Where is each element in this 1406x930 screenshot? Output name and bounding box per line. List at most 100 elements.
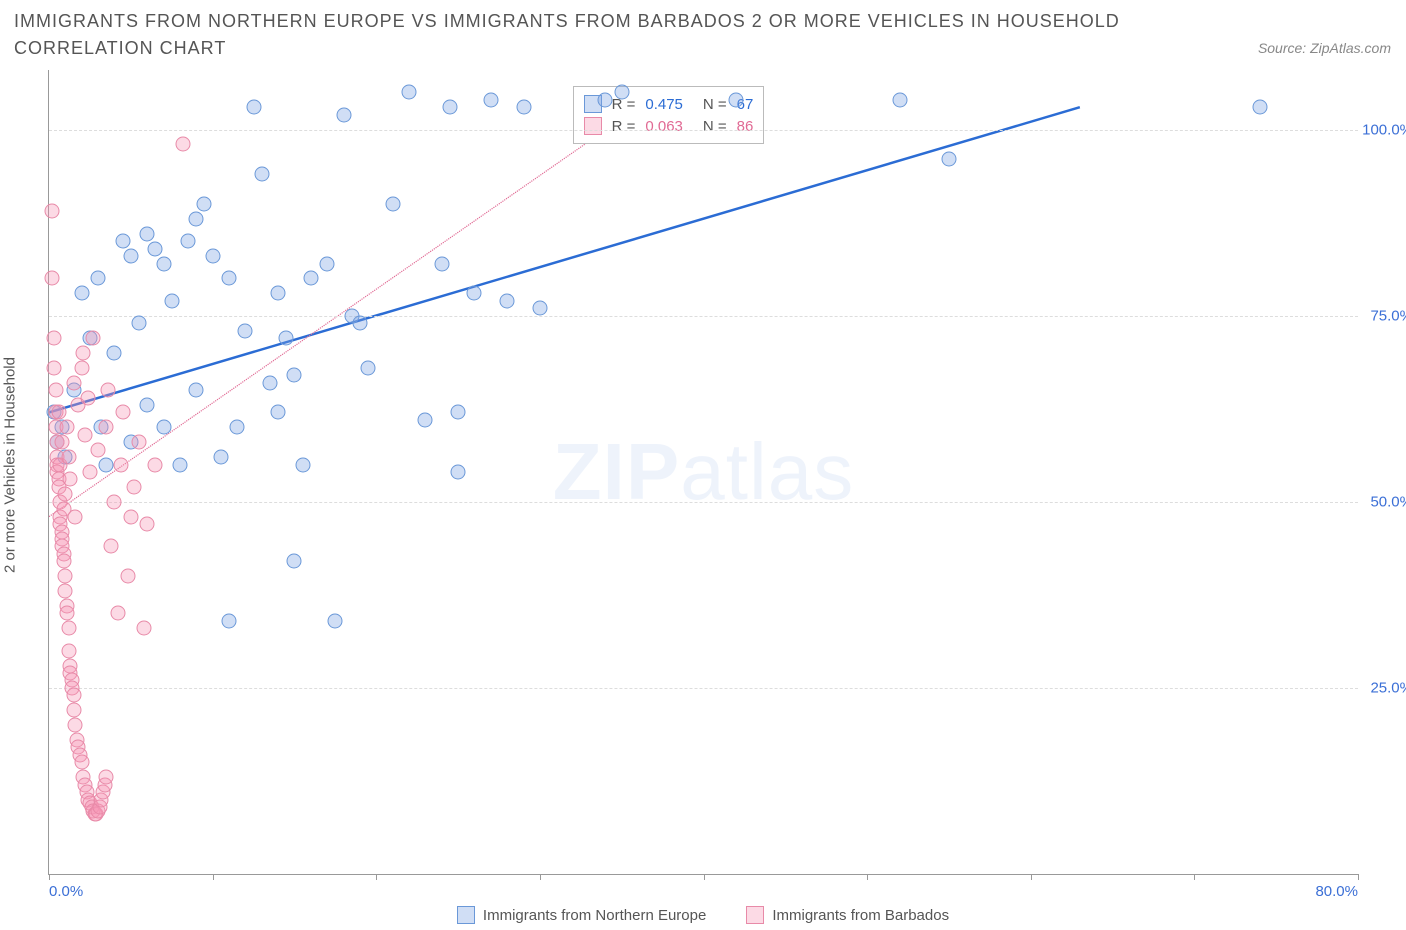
scatter-point — [729, 92, 744, 107]
scatter-point — [66, 375, 81, 390]
scatter-point — [516, 100, 531, 115]
gridline — [49, 502, 1358, 503]
y-axis-label: 2 or more Vehicles in Household — [2, 357, 19, 573]
x-tick — [1031, 874, 1032, 880]
scatter-point — [176, 137, 191, 152]
chart-container: IMMIGRANTS FROM NORTHERN EUROPE VS IMMIG… — [0, 0, 1406, 930]
scatter-point — [58, 584, 73, 599]
scatter-point — [82, 465, 97, 480]
scatter-point — [320, 256, 335, 271]
y-tick-label: 50.0% — [1370, 493, 1406, 510]
scatter-point — [140, 517, 155, 532]
legend-swatch — [584, 117, 602, 135]
scatter-point — [99, 770, 114, 785]
watermark: ZIPatlas — [553, 426, 854, 518]
scatter-point — [45, 271, 60, 286]
scatter-point — [68, 718, 83, 733]
gridline — [49, 688, 1358, 689]
scatter-point — [262, 375, 277, 390]
y-tick-label: 75.0% — [1370, 307, 1406, 324]
plot-area: ZIPatlas R = 0.475N = 67R = 0.063N = 86 … — [48, 70, 1358, 875]
scatter-point — [107, 494, 122, 509]
scatter-point — [361, 360, 376, 375]
chart-title: IMMIGRANTS FROM NORTHERN EUROPE VS IMMIG… — [14, 8, 1206, 62]
scatter-point — [107, 345, 122, 360]
scatter-point — [500, 293, 515, 308]
scatter-point — [328, 613, 343, 628]
scatter-point — [221, 271, 236, 286]
trend-lines — [49, 70, 1358, 874]
scatter-point — [74, 755, 89, 770]
scatter-point — [131, 435, 146, 450]
scatter-point — [68, 509, 83, 524]
scatter-point — [271, 405, 286, 420]
scatter-point — [205, 249, 220, 264]
scatter-point — [434, 256, 449, 271]
scatter-point — [127, 479, 142, 494]
scatter-point — [115, 405, 130, 420]
scatter-point — [181, 234, 196, 249]
stat-r-value: 0.475 — [645, 96, 683, 113]
scatter-point — [74, 360, 89, 375]
x-tick — [1358, 874, 1359, 880]
scatter-point — [140, 226, 155, 241]
scatter-point — [418, 412, 433, 427]
trend-line — [49, 107, 638, 516]
scatter-point — [451, 405, 466, 420]
scatter-point — [115, 234, 130, 249]
scatter-point — [156, 420, 171, 435]
x-tick — [376, 874, 377, 880]
stat-r-label: R = — [612, 118, 636, 135]
stats-row: R = 0.063N = 86 — [584, 115, 754, 137]
x-tick — [49, 874, 50, 880]
scatter-point — [59, 420, 74, 435]
legend-label: Immigrants from Barbados — [772, 907, 949, 924]
trend-line — [49, 107, 1080, 412]
scatter-point — [66, 688, 81, 703]
scatter-point — [61, 450, 76, 465]
scatter-point — [148, 457, 163, 472]
gridline — [49, 316, 1358, 317]
scatter-point — [58, 487, 73, 502]
scatter-point — [56, 554, 71, 569]
scatter-point — [172, 457, 187, 472]
scatter-point — [892, 92, 907, 107]
legend-swatch — [457, 906, 475, 924]
scatter-point — [230, 420, 245, 435]
scatter-point — [63, 472, 78, 487]
scatter-point — [483, 92, 498, 107]
x-tick-label: 80.0% — [1315, 883, 1358, 900]
scatter-point — [246, 100, 261, 115]
scatter-point — [131, 316, 146, 331]
x-tick-label: 0.0% — [49, 883, 83, 900]
scatter-point — [140, 398, 155, 413]
scatter-point — [100, 383, 115, 398]
scatter-point — [385, 196, 400, 211]
y-tick-label: 25.0% — [1370, 679, 1406, 696]
scatter-point — [238, 323, 253, 338]
scatter-point — [99, 457, 114, 472]
scatter-point — [136, 621, 151, 636]
legend-label: Immigrants from Northern Europe — [483, 907, 706, 924]
scatter-point — [1252, 100, 1267, 115]
scatter-point — [123, 249, 138, 264]
scatter-point — [271, 286, 286, 301]
scatter-point — [55, 435, 70, 450]
scatter-point — [110, 606, 125, 621]
scatter-point — [91, 442, 106, 457]
scatter-point — [91, 271, 106, 286]
scatter-point — [86, 330, 101, 345]
scatter-point — [401, 85, 416, 100]
scatter-point — [254, 167, 269, 182]
legend-swatch — [746, 906, 764, 924]
scatter-point — [221, 613, 236, 628]
scatter-point — [46, 330, 61, 345]
scatter-point — [303, 271, 318, 286]
scatter-point — [74, 286, 89, 301]
scatter-point — [213, 450, 228, 465]
scatter-point — [442, 100, 457, 115]
scatter-point — [451, 465, 466, 480]
scatter-point — [598, 92, 613, 107]
y-tick-label: 100.0% — [1362, 121, 1406, 138]
scatter-point — [156, 256, 171, 271]
